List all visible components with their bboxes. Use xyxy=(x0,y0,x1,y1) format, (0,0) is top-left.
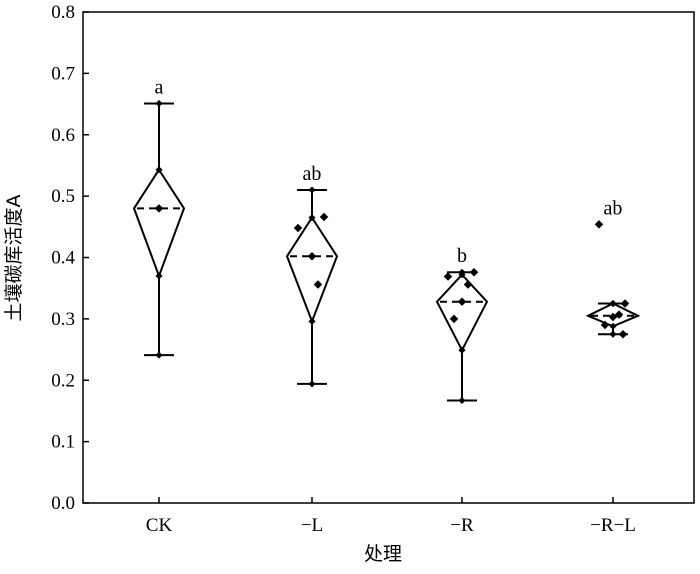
quartile-marker xyxy=(155,166,163,174)
significance-letter: ab xyxy=(303,163,322,185)
quartile-marker xyxy=(308,214,316,222)
quartile-marker xyxy=(155,351,163,359)
data-point xyxy=(594,220,604,229)
quartile-marker xyxy=(458,396,466,405)
y-tick-label: 0.0 xyxy=(51,493,75,514)
significance-letter: a xyxy=(155,76,164,98)
x-tick-label: −L xyxy=(301,515,323,536)
data-point xyxy=(469,267,479,277)
data-point xyxy=(313,280,323,289)
data-point xyxy=(293,223,303,233)
y-tick-label: 0.6 xyxy=(51,125,75,146)
quartile-marker xyxy=(155,99,163,107)
diamond-box xyxy=(285,215,339,325)
y-tick-label: 0.5 xyxy=(51,186,75,207)
y-tick-label: 0.2 xyxy=(51,370,75,391)
x-tick-label: −R−L xyxy=(590,515,636,536)
mean-marker xyxy=(307,252,317,261)
data-point xyxy=(443,272,453,281)
y-tick-label: 0.7 xyxy=(51,63,75,84)
x-tick-label: CK xyxy=(146,515,173,536)
x-tick-label: −R xyxy=(450,515,474,536)
mean-marker xyxy=(154,204,164,213)
quartile-marker xyxy=(308,186,316,194)
quartile-marker xyxy=(155,272,163,280)
quartile-marker xyxy=(308,380,316,388)
quartile-marker xyxy=(609,299,617,308)
quartile-marker xyxy=(609,322,617,330)
box-group-4: ab xyxy=(585,197,641,339)
y-tick-label: 0.8 xyxy=(51,2,75,23)
significance-letter: ab xyxy=(604,197,623,219)
data-point xyxy=(600,320,610,330)
data-point xyxy=(614,310,624,319)
y-axis-title: 土壤碳库活度A xyxy=(3,194,25,321)
y-tick-label: 0.4 xyxy=(51,248,75,269)
diamond-box xyxy=(435,273,489,353)
quartile-marker xyxy=(609,330,617,338)
data-point xyxy=(449,314,459,324)
box-group-2: ab xyxy=(285,163,339,388)
data-point xyxy=(319,212,329,222)
quartile-marker xyxy=(458,271,466,279)
y-axis: 0.0 0.1 0.2 0.3 0.4 0.5 0.6 0.7 0.8 xyxy=(51,2,89,514)
box-group-3: b xyxy=(435,245,489,405)
data-point xyxy=(463,280,473,289)
mean-marker xyxy=(457,297,467,306)
box-group-1: a xyxy=(132,76,186,359)
diamond-box xyxy=(132,167,186,279)
data-point xyxy=(620,299,630,308)
data-point xyxy=(618,329,628,339)
plot-area-frame xyxy=(82,11,695,504)
box-groups: a ab b ab xyxy=(132,76,641,405)
x-axis-title: 处理 xyxy=(364,543,402,565)
y-tick-label: 0.3 xyxy=(51,309,75,330)
x-axis: CK −L −R −R−L xyxy=(146,497,636,536)
significance-letter: b xyxy=(457,245,467,267)
quartile-marker xyxy=(308,317,316,325)
y-tick-label: 0.1 xyxy=(51,432,75,453)
quartile-marker xyxy=(458,346,466,354)
